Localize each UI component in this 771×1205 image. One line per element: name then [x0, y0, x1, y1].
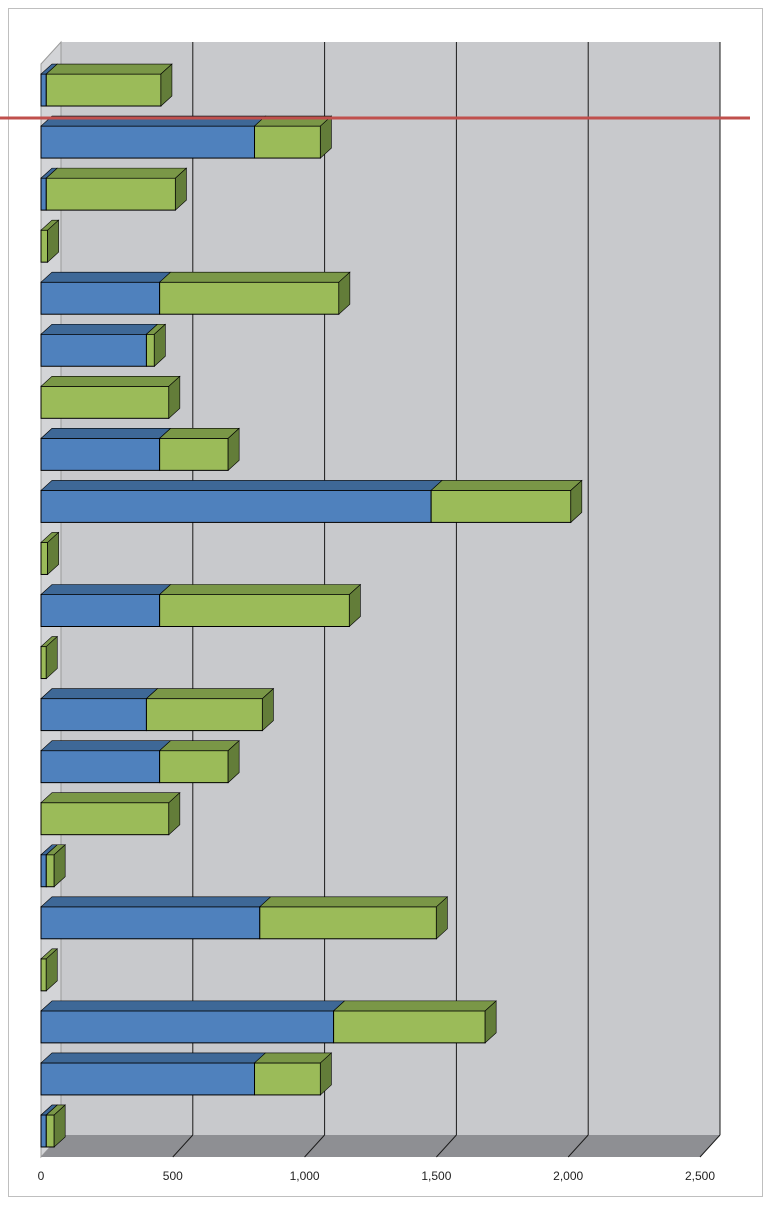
bar-top-series2-cat1 — [45, 63, 173, 75]
bar-series2-cat19 — [333, 1010, 486, 1044]
gridline-floor — [172, 1134, 194, 1158]
bar-top-series1-cat9 — [40, 480, 443, 491]
bar-side-cat14 — [227, 739, 240, 784]
bar-side-cat16 — [53, 844, 66, 888]
x-tick-label: 2,500 — [685, 1169, 715, 1183]
bar-side-cat13 — [262, 687, 274, 732]
bar-series1-cat8 — [40, 437, 161, 471]
bar-side-cat5 — [338, 271, 351, 315]
bar-series1-cat21 — [40, 1114, 47, 1148]
bar-series1-cat6 — [40, 333, 147, 367]
bar-top-series2-cat3 — [45, 167, 188, 179]
bar-top-series2-cat13 — [145, 688, 275, 699]
bar-top-series2-cat11 — [158, 584, 362, 595]
bar-top-series2-cat17 — [259, 896, 449, 908]
bar-side-cat12 — [45, 635, 58, 680]
x-axis-tick-labels: 0 500 1,000 1,500 2,000 2,500 — [38, 1169, 716, 1183]
gridline-floor — [699, 1134, 721, 1158]
bar-top-series1-cat6 — [40, 323, 159, 335]
bar-side-cat4 — [47, 219, 59, 263]
x-tick-label: 1,000 — [290, 1169, 320, 1183]
gridline-floor — [436, 1134, 457, 1158]
bar-series2-cat17 — [259, 906, 437, 940]
bar-series2-cat7 — [40, 385, 170, 419]
bar-series1-cat19 — [40, 1010, 335, 1044]
bar-side-cat7 — [168, 375, 181, 419]
bar-series2-cat9 — [430, 489, 572, 523]
bar-series1-cat16 — [40, 854, 47, 888]
bar-series2-cat10 — [40, 541, 49, 575]
bar-series2-cat5 — [159, 281, 340, 315]
bar-top-series1-cat14 — [40, 740, 172, 751]
bar-side-cat17 — [436, 896, 448, 940]
bar-top-series1-cat20 — [40, 1052, 267, 1064]
x-tick-label: 2,000 — [553, 1169, 583, 1183]
bar-series2-cat14 — [159, 750, 229, 784]
bar-side-cat20 — [320, 1052, 332, 1096]
bar-top-series1-cat19 — [40, 1000, 346, 1012]
bar-series1-cat11 — [40, 594, 161, 627]
bar-series1-cat5 — [40, 281, 161, 315]
bar-series2-cat18 — [40, 958, 47, 992]
bar-side-cat18 — [45, 948, 58, 992]
bar-series2-cat12 — [40, 646, 47, 680]
bar-top-series2-cat7 — [40, 376, 181, 387]
bar-top-series1-cat11 — [40, 584, 172, 595]
bar-series1-cat9 — [40, 489, 432, 523]
bar-series1-cat1 — [40, 73, 47, 107]
bar-side-cat8 — [227, 427, 240, 472]
bar-top-series2-cat14 — [158, 740, 240, 751]
bar-side-cat6 — [154, 323, 166, 367]
bar-series2-cat16 — [45, 854, 55, 888]
bar-side-cat19 — [484, 1000, 497, 1044]
bar-top-series2-cat20 — [253, 1052, 333, 1064]
bar-series2-cat2 — [254, 125, 321, 159]
bar-series2-cat8 — [159, 437, 229, 471]
bar-series2-cat3 — [45, 177, 176, 211]
gridline-floor — [567, 1134, 589, 1158]
bar-series1-cat13 — [40, 698, 147, 732]
bar-side-cat1 — [160, 63, 173, 107]
bar-side-cat21 — [53, 1104, 66, 1148]
bar-side-cat11 — [349, 583, 361, 628]
bars — [0, 63, 750, 1148]
bar-side-cat10 — [47, 531, 59, 576]
bar-series2-cat20 — [254, 1062, 321, 1096]
bar-series1-cat3 — [40, 177, 47, 211]
bar-series1-cat2 — [40, 125, 256, 159]
bar-series2-cat11 — [159, 594, 350, 627]
bar-top-series2-cat9 — [430, 480, 583, 491]
bar-series2-cat4 — [40, 229, 49, 263]
bar-top-series2-cat15 — [40, 792, 181, 803]
bar-series2-cat6 — [145, 333, 155, 367]
bar-series1-cat20 — [40, 1062, 256, 1096]
bar-top-series1-cat8 — [40, 428, 172, 439]
bar-top-series1-cat17 — [40, 896, 272, 908]
bar-top-series1-cat5 — [40, 271, 172, 283]
bar-side-cat9 — [570, 479, 583, 524]
x-tick-label: 1,500 — [421, 1169, 451, 1183]
bar-top-series2-cat19 — [332, 1000, 497, 1012]
bar-series1-cat17 — [40, 906, 261, 940]
x-tick-label: 0 — [38, 1169, 45, 1183]
bar-top-series2-cat8 — [158, 428, 240, 439]
gridline-floor — [304, 1134, 325, 1158]
bar-series2-cat15 — [40, 802, 170, 836]
x-tick-label: 500 — [163, 1169, 183, 1183]
bar-series1-cat14 — [40, 750, 161, 784]
bar-top-series1-cat13 — [40, 688, 159, 699]
bar-top-series2-cat5 — [158, 271, 351, 283]
bar-series2-cat13 — [145, 698, 263, 732]
bar-series2-cat21 — [45, 1114, 55, 1148]
bar-side-cat3 — [175, 167, 187, 211]
floor — [41, 1135, 720, 1157]
bar-series2-cat1 — [45, 73, 162, 107]
bar-side-cat15 — [168, 792, 181, 836]
